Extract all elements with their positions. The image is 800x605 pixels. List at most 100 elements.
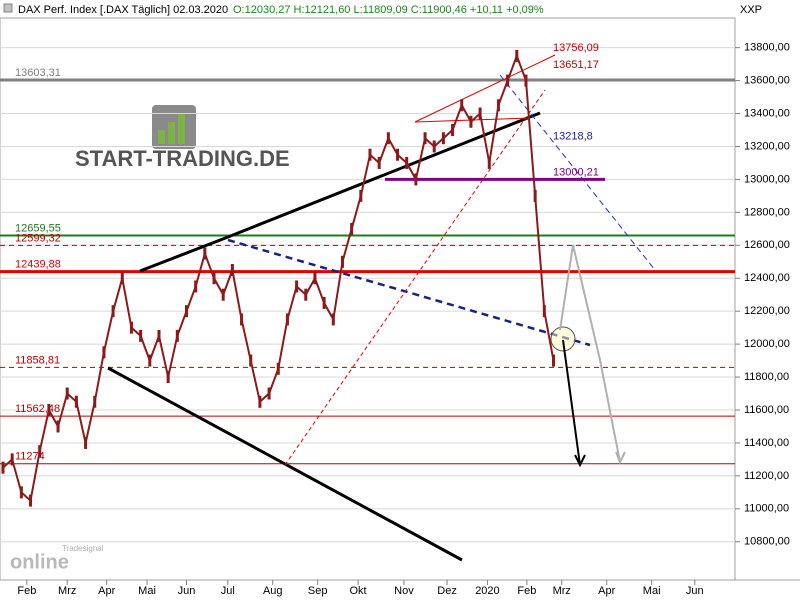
y-tick-label: 13200,00	[744, 140, 790, 152]
y-tick-label: 10800,00	[744, 536, 790, 548]
x-tick-label: Okt	[350, 585, 367, 597]
level-label: 13756,09	[553, 42, 599, 54]
price-bar	[139, 329, 143, 342]
price-bar	[368, 148, 372, 161]
price-bar	[451, 124, 455, 136]
x-tick-label: Jun	[686, 585, 704, 597]
header-icon	[3, 3, 13, 13]
trend-line	[227, 111, 541, 239]
x-tick-label: Mrz	[553, 585, 571, 597]
price-bar	[285, 313, 289, 326]
price-bar	[111, 305, 115, 318]
price-bar	[331, 313, 335, 326]
drawings	[107, 54, 656, 562]
price-bar	[524, 74, 528, 87]
price-bar	[267, 387, 271, 400]
arrow	[562, 339, 581, 466]
arrow	[559, 244, 621, 463]
y-tick-label: 11200,00	[744, 470, 789, 482]
level-label: 13651,17	[553, 59, 599, 71]
price-bar	[515, 49, 519, 62]
price-bar	[47, 404, 51, 416]
price-bar	[377, 156, 381, 169]
highlight	[550, 326, 576, 352]
y-tick-label: 13400,00	[744, 107, 790, 119]
price-bar	[1, 461, 5, 474]
price-bar	[74, 395, 78, 408]
level-label: 13000,21	[553, 166, 599, 178]
arrow-head	[615, 451, 626, 465]
price-bar	[423, 132, 427, 145]
trend-line	[414, 54, 556, 123]
level-label: 12439,88	[15, 259, 61, 271]
trend-line	[107, 366, 463, 562]
price-bar	[340, 255, 344, 268]
x-tick-label: Nov	[394, 585, 414, 597]
logo-bar	[178, 114, 185, 144]
price-bar	[469, 115, 473, 128]
price-bar	[313, 272, 317, 285]
axis-currency: XXP	[740, 4, 762, 16]
x-tick-label: Jun	[178, 585, 196, 597]
price-bar	[249, 354, 253, 367]
price-bar	[212, 272, 216, 285]
level-label: 13603,31	[15, 67, 61, 79]
price-bar	[56, 420, 60, 433]
y-tick-label: 12200,00	[744, 305, 790, 317]
price-bar	[175, 329, 179, 342]
logo-product: online	[10, 551, 69, 573]
level-label: 11858,81	[15, 354, 60, 366]
price-bar	[84, 436, 88, 449]
x-tick-label: Sep	[308, 585, 328, 597]
price-bar	[65, 387, 69, 400]
price-bar	[276, 362, 280, 375]
x-tick-label: Mrz	[58, 585, 76, 597]
trend-line	[499, 74, 656, 271]
y-tick-label: 12600,00	[744, 239, 790, 251]
price-bar	[506, 74, 510, 87]
price-bar	[295, 280, 299, 293]
price-bar	[533, 189, 537, 202]
y-tick-label: 11000,00	[744, 503, 789, 515]
x-tick-label: Aug	[263, 585, 283, 597]
price-bar	[322, 296, 326, 309]
price-bar	[93, 395, 97, 408]
logo: START-TRADING.DE Tradesignal online	[10, 105, 290, 573]
trend-line	[227, 238, 591, 347]
price-bar	[414, 173, 418, 186]
logo-text: START-TRADING.DE	[75, 146, 290, 171]
price-bar	[460, 99, 464, 112]
x-tick-label: Dez	[437, 585, 457, 597]
price-bar	[542, 305, 546, 318]
x-tick-label: Mai	[643, 585, 661, 597]
price-bar	[166, 371, 170, 384]
price-bar	[29, 494, 33, 507]
price-bar	[441, 132, 445, 145]
price-bar	[157, 329, 161, 342]
price-bar	[386, 132, 390, 145]
plot-area	[0, 17, 736, 581]
x-tick-label: Jul	[221, 585, 235, 597]
trend-line	[139, 235, 229, 273]
y-tick-label: 12000,00	[744, 338, 790, 350]
price-bar	[496, 99, 500, 112]
header-ohlc: O:12030,27 H:12121,60 L:11809,09 C:11900…	[233, 4, 544, 16]
header-instrument: DAX Perf. Index [.DAX Täglich] 02.03.202…	[18, 4, 228, 16]
y-tick-label: 13000,00	[744, 173, 790, 185]
price-bar	[129, 321, 133, 334]
logo-provider: Tradesignal	[62, 544, 104, 553]
x-tick-label: 2020	[475, 585, 499, 597]
y-tick-label: 13600,00	[744, 74, 790, 86]
level-label: 12599,32	[15, 232, 61, 244]
price-bar	[405, 156, 409, 169]
y-tick-label: 12400,00	[744, 272, 790, 284]
price-bar	[10, 453, 14, 466]
price-bar	[359, 189, 363, 202]
x-tick-label: Feb	[17, 585, 36, 597]
price-bar	[487, 156, 491, 169]
arrow-head	[574, 454, 586, 468]
price-bar	[203, 247, 207, 260]
price-bar	[221, 288, 225, 301]
trend-line	[284, 89, 546, 466]
